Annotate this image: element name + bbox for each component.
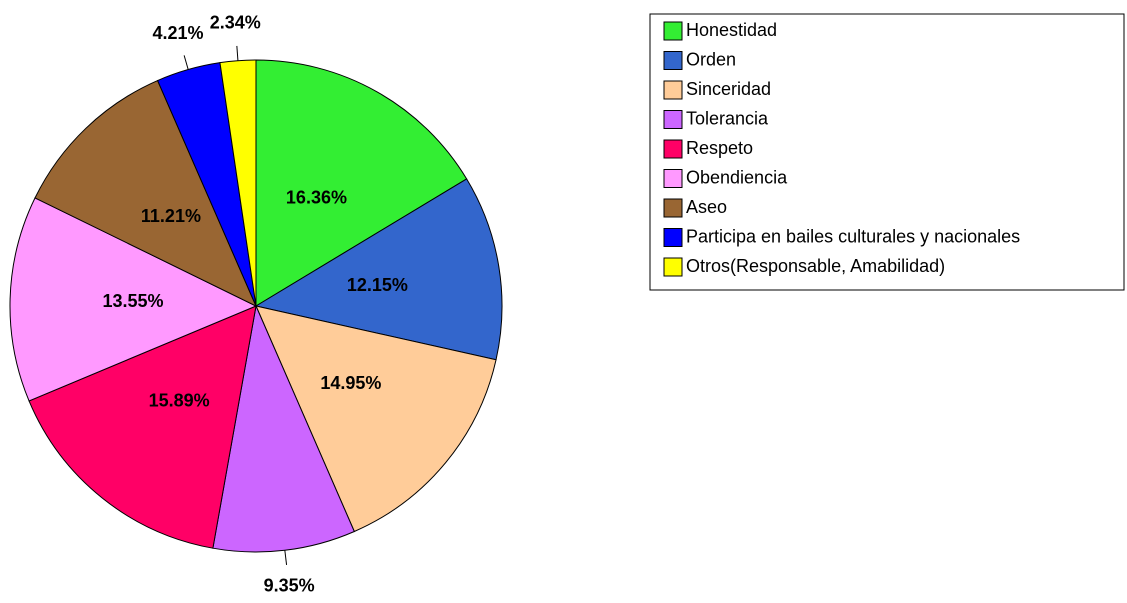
pie-slice [255, 305, 497, 533]
legend-swatch [663, 139, 683, 159]
data-label: 13.55% [103, 291, 164, 311]
legend-label: Honestidad [686, 20, 777, 40]
data-label: 11.21% [141, 206, 201, 226]
legend-label: Obendiencia [686, 167, 788, 187]
legend-swatch [663, 198, 683, 218]
pie-slice [254, 178, 503, 361]
legend-label: Orden [686, 49, 736, 69]
data-label: 2.34% [210, 13, 261, 33]
pie-slice [255, 59, 468, 307]
legend-label: Tolerancia [686, 108, 769, 128]
data-label: 15.89% [149, 391, 210, 411]
legend-box [649, 13, 1125, 291]
legend-swatch [663, 110, 683, 129]
data-label: 16.36% [286, 188, 347, 208]
data-label: 14.95% [320, 373, 381, 393]
leader-line [183, 55, 189, 70]
legend-label: Participa en bailes culturales y naciona… [686, 226, 1020, 246]
legend-swatch [663, 51, 683, 70]
legend-swatch [663, 169, 683, 188]
pie-slice [34, 79, 258, 308]
pie-slice [28, 305, 257, 549]
legend-swatch [663, 21, 683, 41]
leader-line [284, 550, 288, 566]
legend-label: Aseo [686, 197, 727, 217]
legend-swatch [663, 257, 683, 277]
pie-slice [9, 197, 258, 402]
data-label: 12.15% [347, 275, 408, 295]
legend-label: Otros(Responsable, Amabilidad) [686, 256, 945, 276]
legend-label: Sinceridad [686, 79, 771, 99]
leader-line [236, 45, 239, 61]
legend-label: Respeto [686, 138, 753, 158]
legend-swatch [663, 80, 683, 100]
data-label: 4.21% [152, 23, 203, 43]
data-label: 9.35% [264, 576, 315, 596]
legend-swatch [663, 228, 683, 247]
